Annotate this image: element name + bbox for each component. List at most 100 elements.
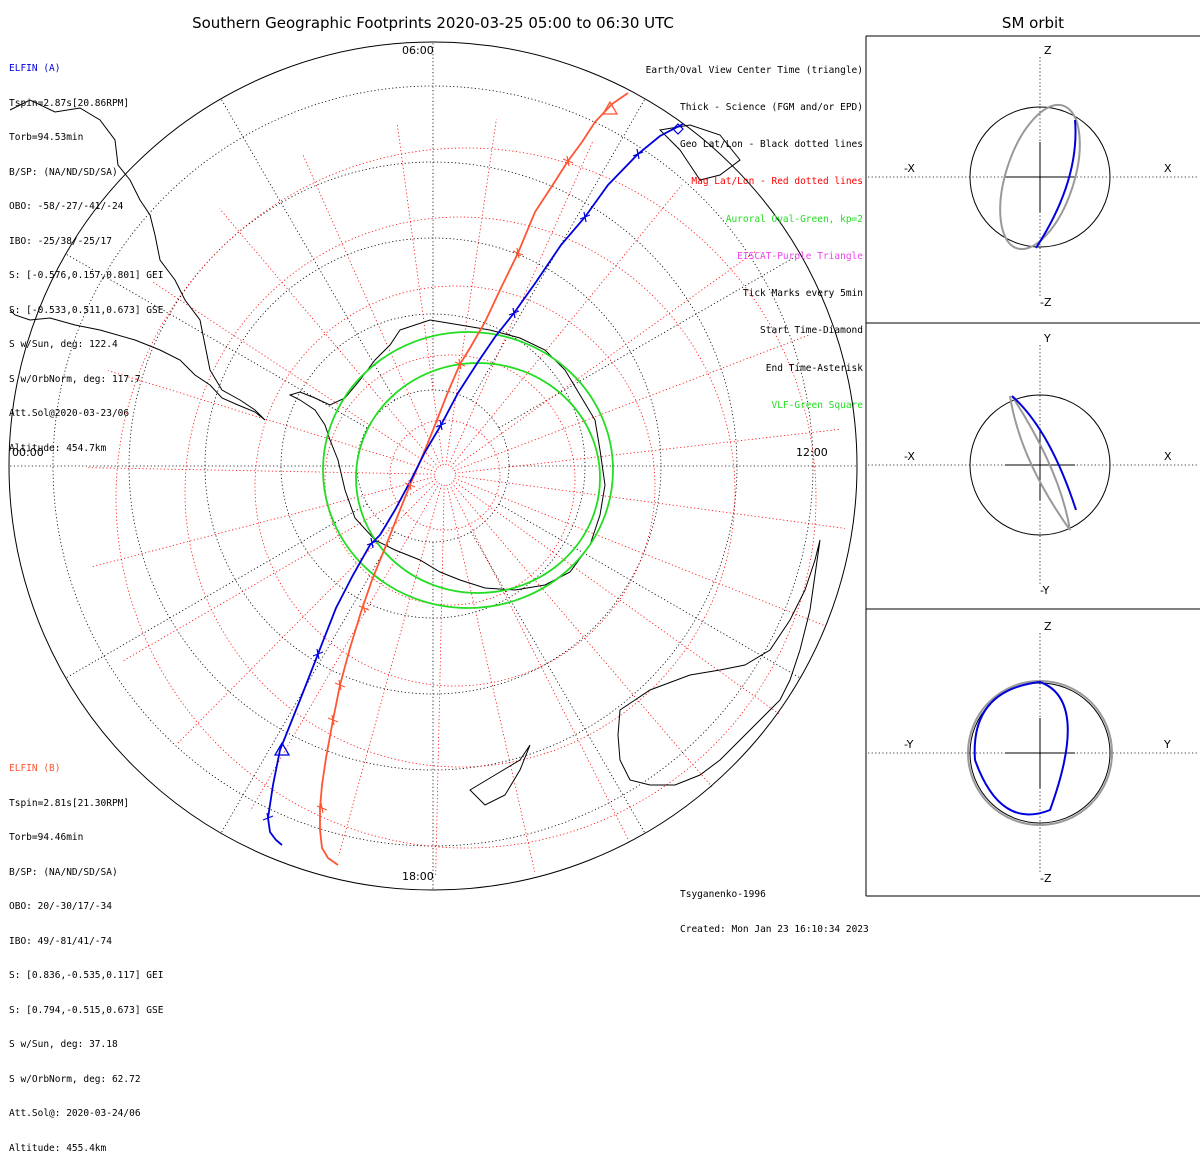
mag-meridian: [446, 484, 536, 872]
orbit1-label-top: Z: [1044, 44, 1052, 57]
mag-meridian: [176, 481, 438, 745]
continents: [9, 99, 821, 806]
mag-meridian: [338, 484, 443, 857]
mag-meridian: [453, 334, 810, 472]
footprint-map: [8, 35, 1200, 897]
mag-meridian: [435, 484, 445, 877]
elfin-a-tick: [583, 211, 587, 223]
mag-meridian: [453, 480, 780, 715]
elfin-a-line: Att.Sol@2020-03-23/06: [9, 408, 130, 419]
orbit-a-arc: [1035, 119, 1077, 249]
elfin-b-tick: [408, 479, 412, 491]
elfin-a-tick: [370, 537, 374, 549]
legend-item: Start Time-Diamond: [760, 325, 863, 337]
panel-borders: [865, 35, 1200, 897]
elfin-b-view-triangle: [601, 100, 619, 115]
auroral-oval-outer: [322, 331, 614, 609]
orbit1-label-right: X: [1164, 162, 1172, 175]
clock-label-left: 00:00: [12, 446, 44, 459]
elfin-a-line: Altitude: 454.7km: [9, 442, 107, 454]
legend-item: Tick Marks every 5min: [742, 288, 863, 300]
mag-meridian: [450, 184, 683, 468]
elfin-b-tick: [362, 602, 366, 614]
south-america-outline: [9, 99, 266, 421]
elfin-b-line: B/SP: (NA/ND/SD/SA): [9, 866, 118, 878]
geo-meridian: [65, 503, 368, 679]
orbit3-label-bottom: -Z: [1040, 872, 1052, 885]
elfin-b-line: Tspin=2.81s[21.30RPM]: [9, 797, 130, 809]
legend-item: End Time-Asterisk: [765, 362, 863, 374]
orbit1-label-left: -X: [904, 162, 915, 175]
earth-limb: [8, 41, 858, 891]
elfin-b-tick: [331, 714, 335, 726]
elfin-b-line: Att.Sol@: 2020-03-24/06: [9, 1108, 141, 1119]
orbit2-label-right: X: [1164, 450, 1172, 463]
geo-meridian: [470, 531, 646, 834]
africa-outline: [658, 124, 741, 181]
elfin-a-tick: [512, 307, 516, 319]
elfin-b-name: ELFIN (B): [9, 763, 61, 774]
geo-meridian: [220, 98, 396, 401]
legend-item: Geo Lat/Lon - Black dotted lines: [679, 139, 863, 151]
new-zealand-outline: [469, 744, 531, 806]
elfin-b-tick: [566, 155, 570, 167]
orbit-gray-ellipse: [1009, 395, 1071, 531]
mag-meridian: [302, 154, 442, 467]
mag-meridian: [448, 483, 630, 842]
elfin-a-tick: [266, 812, 270, 824]
orbit-panel-title: SM orbit: [1001, 14, 1065, 32]
elfin-a-track: [267, 123, 684, 846]
legend-item: Mag Lat/Lon - Red dotted lines: [691, 176, 863, 188]
elfin-a-line: Tspin=2.87s[20.86RPM]: [9, 97, 130, 109]
clock-label-top: 06:00: [402, 44, 434, 57]
geo-meridian: [220, 531, 396, 834]
orbit1-label-bottom: -Z: [1040, 296, 1052, 309]
legend-item: VLF-Green Square: [771, 399, 863, 411]
mag-meridian: [87, 467, 436, 475]
elfin-a-line: S w/Sun, deg: 122.4: [9, 339, 118, 350]
mag-meridian: [454, 428, 840, 474]
legend-item: EISCAT-Purple Triangle: [737, 250, 863, 262]
auroral-oval-inner: [355, 362, 601, 594]
orbit-a-arc: [1011, 395, 1077, 511]
mag-meridian: [396, 124, 444, 466]
elfin-b-line: S: [0.836,-0.535,0.117] GEI: [9, 970, 164, 981]
orbit3-label-top: Z: [1044, 620, 1052, 633]
elfin-b-line: S: [0.794,-0.515,0.673] GSE: [9, 1004, 164, 1016]
mag-meridian: [92, 476, 436, 568]
mag-meridian: [445, 119, 497, 466]
orbit-earth-circle: [969, 394, 1111, 536]
mag-meridian: [454, 475, 845, 529]
credits-created: Created: Mon Jan 23 16:10:34 2023: [680, 923, 869, 935]
mag-meridian: [122, 478, 437, 662]
antarctica-outline: [288, 319, 606, 591]
elfin-b-line: OBO: 20/-30/17/-34: [9, 901, 112, 912]
orbit3-label-right: Y: [1164, 738, 1171, 751]
elfin-a-tick: [439, 419, 443, 431]
legend: Earth/Oval View Center Time (triangle) T…: [646, 40, 863, 425]
elfin-b-info: ELFIN (B) Tspin=2.81s[21.30RPM] Torb=94.…: [9, 740, 163, 1166]
elfin-a-line: S: [-0.576,0.157,0.801] GEI: [9, 270, 164, 281]
elfin-a-tick: [316, 648, 320, 660]
elfin-a-line: S: [-0.533,0.511,0.673] GSE: [9, 304, 164, 316]
mag-meridian: [452, 251, 756, 469]
mag-meridian: [451, 482, 713, 788]
orbit2-label-left: -X: [904, 450, 915, 463]
credits: Tsyganenko-1996 Created: Mon Jan 23 16:1…: [680, 866, 869, 947]
orbit-a-arc: [973, 680, 1069, 816]
plot-title: Southern Geographic Footprints 2020-03-2…: [192, 14, 674, 32]
orbit3-label-left: -Y: [904, 738, 914, 751]
elfin-a-tick: [636, 148, 640, 160]
elfin-a-line: S w/OrbNorm, deg: 117.7: [9, 373, 141, 385]
orbit-gray-ellipse: [999, 103, 1081, 251]
legend-item: Thick - Science (FGM and/or EPD): [679, 102, 863, 114]
mag-meridian: [454, 477, 825, 626]
orbit2-label-bottom: -Y: [1040, 584, 1050, 597]
geo-meridian: [498, 503, 801, 679]
elfin-b-tick: [338, 679, 342, 691]
mag-grid-lines: [87, 119, 845, 877]
elfin-b-line: S w/Sun, deg: 37.18: [9, 1039, 118, 1050]
legend-item: Earth/Oval View Center Time (triangle): [645, 64, 863, 76]
elfin-b-line: Torb=94.46min: [9, 832, 84, 843]
legend-item: Auroral Oval-Green, kp=2: [725, 213, 863, 225]
